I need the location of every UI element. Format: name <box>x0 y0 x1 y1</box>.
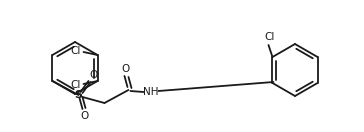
Text: Cl: Cl <box>264 32 275 42</box>
Text: O: O <box>89 70 98 80</box>
Text: S: S <box>75 90 83 100</box>
Text: NH: NH <box>143 87 158 97</box>
Text: O: O <box>80 111 88 121</box>
Text: Cl: Cl <box>70 46 81 56</box>
Text: O: O <box>121 64 130 74</box>
Text: Cl: Cl <box>70 80 81 90</box>
